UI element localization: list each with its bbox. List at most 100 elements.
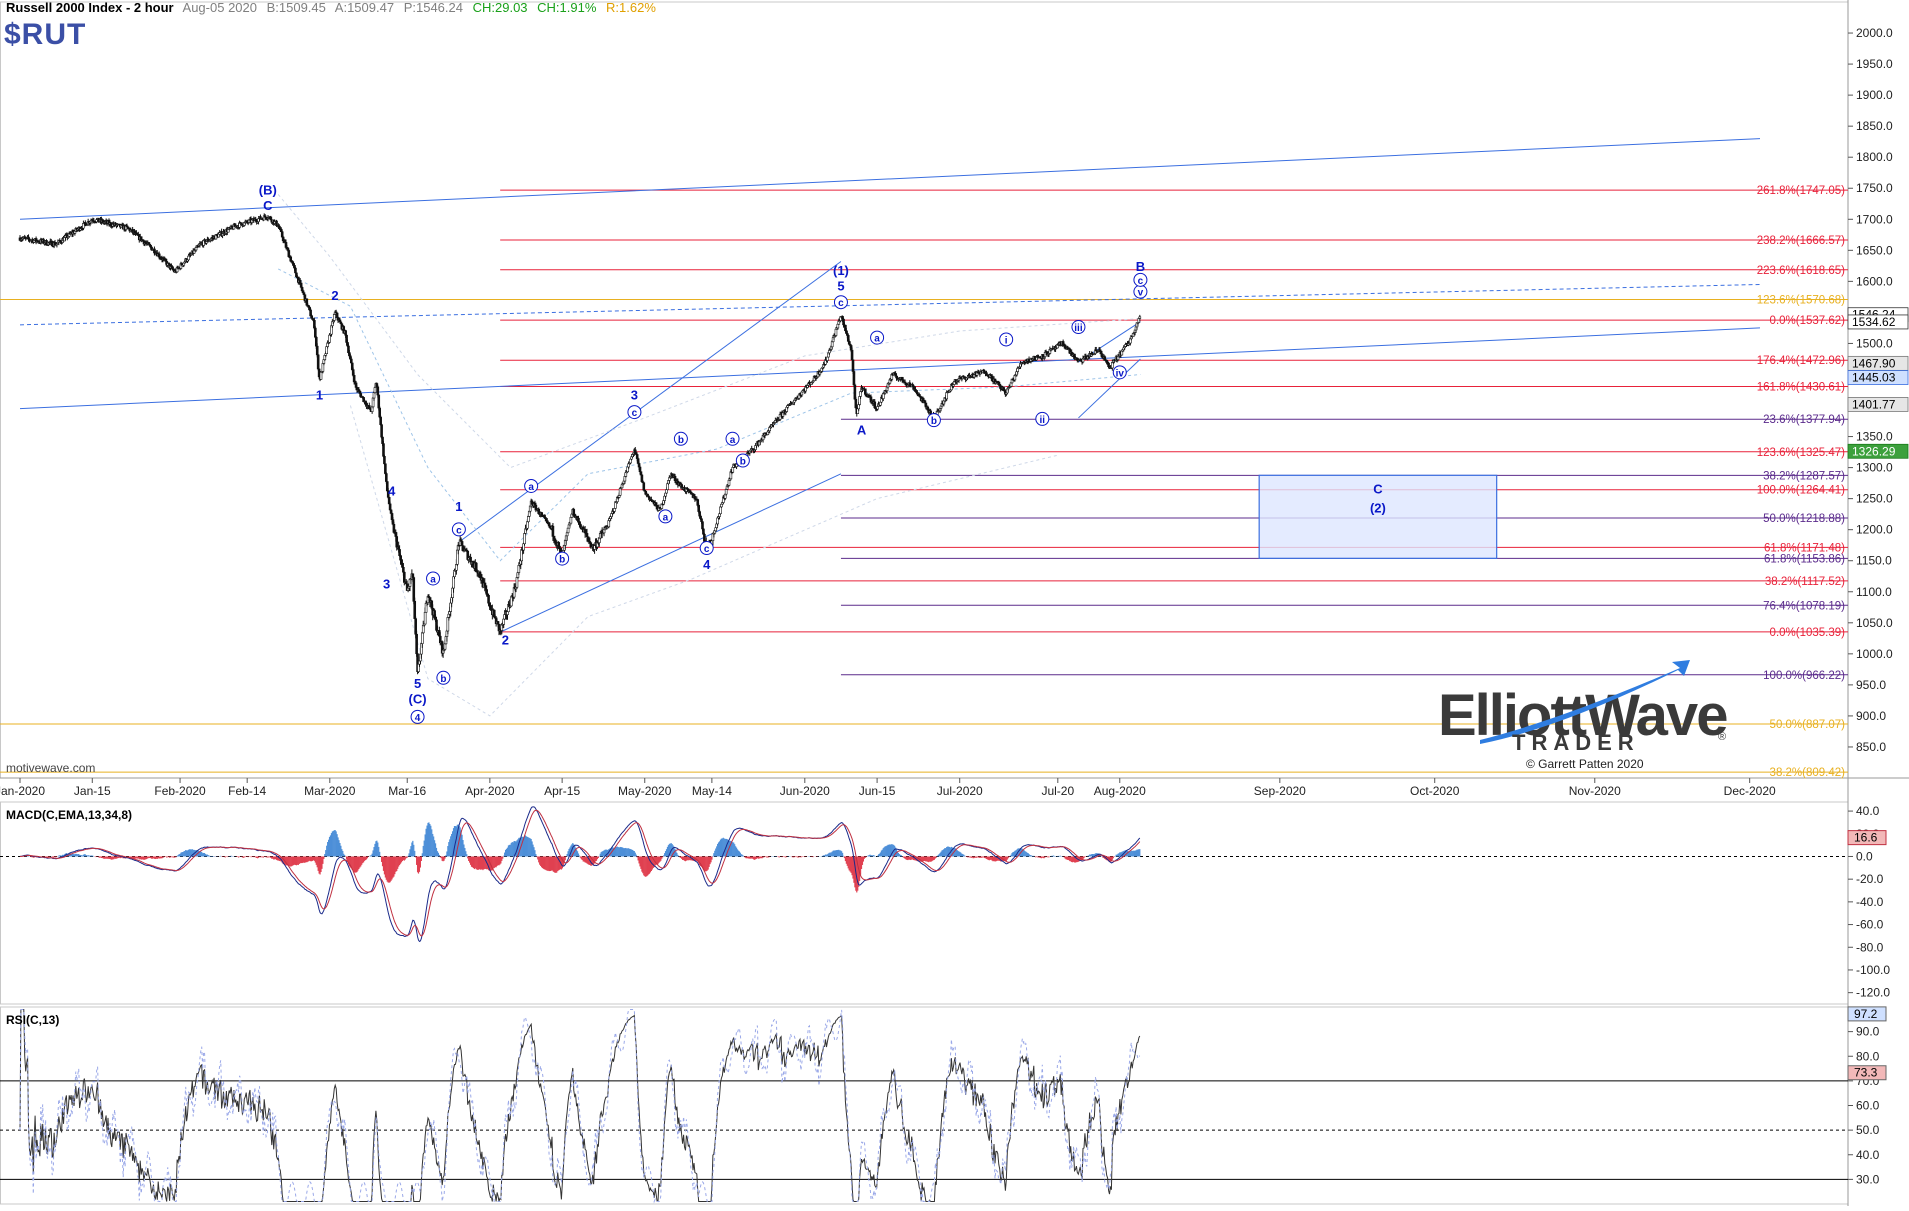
price-tick-label: 1900.0 bbox=[1856, 88, 1893, 102]
candle-body bbox=[496, 621, 500, 625]
trendline-layer bbox=[19, 138, 1761, 717]
time-tick-label: May-14 bbox=[692, 784, 732, 798]
price-tick-label: 1150.0 bbox=[1856, 554, 1892, 568]
candle-body bbox=[350, 358, 353, 364]
candle-body bbox=[413, 600, 417, 619]
candle-body bbox=[383, 456, 386, 465]
candle-body bbox=[275, 220, 278, 226]
price-tick-label: 900.0 bbox=[1856, 709, 1886, 723]
wave-label-layer: (B)C12345(C)4abc12abc3abc4ab(1)5cAabiiii… bbox=[259, 182, 1148, 724]
candle-body bbox=[388, 503, 392, 511]
macd-tick-label: 0.0 bbox=[1856, 849, 1873, 863]
price-tick-label: 850.0 bbox=[1856, 740, 1886, 754]
wave-label-i-circle bbox=[999, 332, 1014, 347]
wave-label-a4: a bbox=[730, 435, 736, 446]
candle-body bbox=[420, 632, 424, 644]
fib-level-label: 50.0%(1218.88) bbox=[1763, 513, 1845, 525]
candle-body bbox=[315, 345, 319, 356]
logo-wordmark: ElliottWave bbox=[1438, 683, 1727, 748]
candle-body bbox=[515, 577, 519, 588]
wave-label-c3: c bbox=[704, 544, 710, 555]
macd-panel-frame bbox=[0, 801, 1849, 1005]
candle-body bbox=[720, 503, 723, 508]
candle-body bbox=[873, 401, 877, 409]
time-tick-label: Jun-15 bbox=[859, 784, 896, 798]
wave-label-c2-circle bbox=[627, 405, 642, 420]
time-tick-label: Dec-2020 bbox=[1724, 784, 1776, 798]
fib-level-label: 76.4%(1078.19) bbox=[1763, 600, 1845, 612]
candle-body bbox=[402, 567, 405, 573]
candle-body bbox=[852, 371, 856, 386]
wave-label-C-major: (C) bbox=[409, 692, 427, 707]
macd-value-label: 16.6 bbox=[1854, 831, 1878, 845]
price-tick-label: 1050.0 bbox=[1856, 616, 1893, 630]
time-tick-label: Jan-2020 bbox=[0, 784, 45, 798]
candle-body bbox=[558, 545, 561, 549]
candle-body bbox=[460, 541, 464, 546]
wave-label-a1: a bbox=[430, 574, 436, 585]
wave-label-a3-circle bbox=[658, 509, 673, 524]
rsi-title: RSI(C,13) bbox=[6, 1013, 60, 1027]
time-tick-label: Feb-14 bbox=[228, 784, 266, 798]
channel-upper bbox=[458, 261, 842, 543]
dotted-trendline bbox=[19, 283, 1761, 326]
wave-label-iv: iv bbox=[1116, 368, 1125, 379]
wave-label-C-minor: C bbox=[263, 198, 273, 213]
time-tick-label: Mar-16 bbox=[388, 784, 426, 798]
rsi-tick-label: 40.0 bbox=[1856, 1148, 1880, 1162]
candle-body bbox=[1138, 316, 1142, 319]
rsi-tick-label: 80.0 bbox=[1856, 1049, 1880, 1063]
price-tick-label: 1100.0 bbox=[1856, 585, 1892, 599]
chart-header: Russell 2000 Index - 2 hour Aug-05 2020 … bbox=[0, 0, 662, 20]
wave-label-b4-circle bbox=[735, 453, 750, 468]
price-tick-label: 1600.0 bbox=[1856, 274, 1893, 288]
header-ask: A:1509.47 bbox=[334, 0, 395, 15]
candle-body bbox=[700, 518, 703, 522]
candle-body bbox=[926, 406, 930, 411]
symbol-label: $RUT bbox=[4, 18, 87, 51]
fib-level-label: 176.4%(1472.96) bbox=[1757, 355, 1845, 367]
wave-label-B-minor: (B) bbox=[259, 182, 277, 197]
candle-body bbox=[850, 349, 854, 361]
wave-label-c1: c bbox=[456, 525, 462, 536]
macd-tick-label: -80.0 bbox=[1856, 940, 1884, 954]
fib-level-label: 123.6%(1570.68) bbox=[1757, 295, 1845, 307]
wave-label-A: A bbox=[857, 423, 867, 438]
wave-label-1b: 1 bbox=[455, 499, 462, 514]
rsi-dotted-line bbox=[19, 1009, 1141, 1204]
fib-level-label: 0.0%(1537.62) bbox=[1770, 315, 1846, 327]
price-tick-label: 1300.0 bbox=[1856, 461, 1893, 475]
wave-label-c1-circle bbox=[451, 522, 466, 537]
fibonacci-layer: 261.8%(1747.05) 238.2%(1666.57) 223.6%(161… bbox=[0, 185, 1848, 779]
rsi-tick-label: 60.0 bbox=[1856, 1099, 1880, 1113]
header-change: CH:29.03 bbox=[472, 0, 528, 15]
wave-label-ii: ii bbox=[1040, 415, 1046, 426]
price-tick-label: 1350.0 bbox=[1856, 430, 1893, 444]
wave-label-4b: 4 bbox=[703, 557, 711, 572]
candle-body bbox=[523, 533, 526, 545]
candle-body bbox=[385, 473, 388, 482]
wave-label-5a: 5 bbox=[414, 676, 421, 691]
price-tag-label: 1534.62 bbox=[1852, 315, 1896, 329]
wave-label-ii-circle bbox=[1035, 411, 1050, 426]
fib-level-label: 0.0%(1035.39) bbox=[1770, 627, 1846, 639]
envelope-upper bbox=[277, 268, 1141, 562]
macd-signal-line bbox=[19, 809, 1141, 937]
macd-title: MACD(C,EMA,13,34,8) bbox=[6, 808, 133, 822]
candle-body bbox=[332, 314, 336, 321]
price-tag-label: 1445.03 bbox=[1852, 371, 1896, 385]
candle-body bbox=[314, 327, 317, 338]
candle-body bbox=[826, 356, 829, 361]
fib-level-label: 100.0%(966.22) bbox=[1763, 670, 1845, 682]
candle-body bbox=[585, 533, 589, 538]
rsi-value-tag bbox=[1847, 1065, 1887, 1081]
candle-body bbox=[618, 488, 622, 496]
header-change-pct: CH:1.91% bbox=[537, 0, 597, 15]
candle-layer bbox=[18, 213, 1142, 675]
logo-arrow-icon bbox=[1480, 660, 1690, 744]
candle-body bbox=[487, 595, 490, 604]
target-box-label-bottom: (2) bbox=[1370, 500, 1386, 515]
time-tick-label: Jul-2020 bbox=[937, 784, 983, 798]
